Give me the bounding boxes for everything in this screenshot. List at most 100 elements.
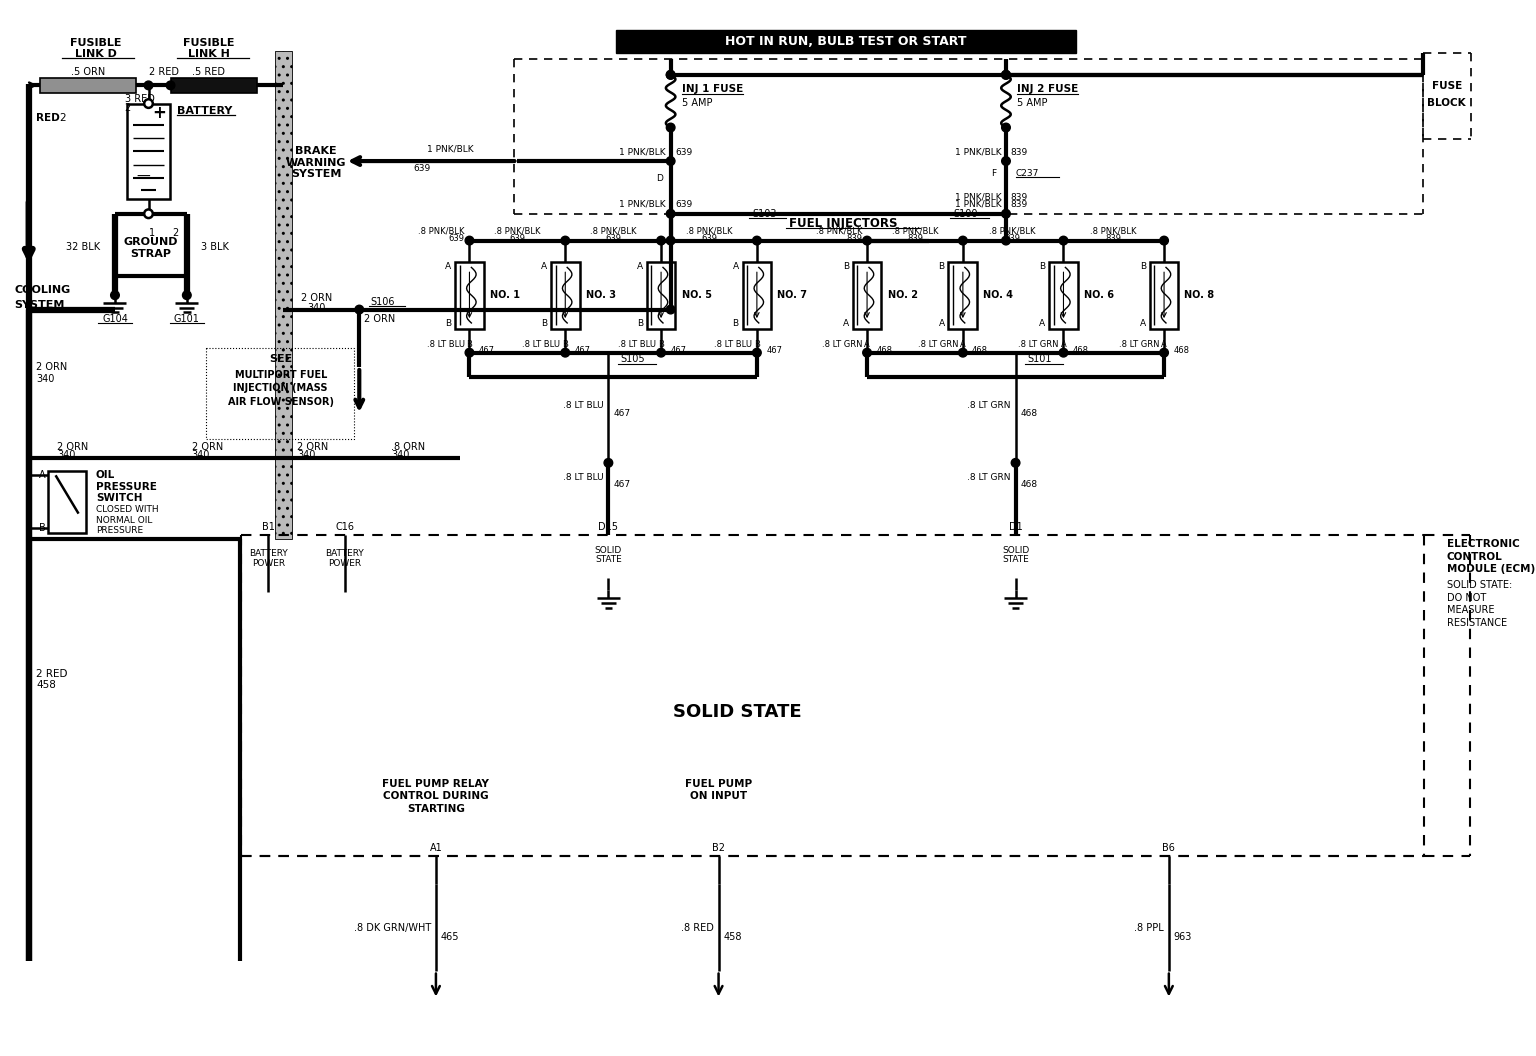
- Circle shape: [667, 237, 674, 245]
- Text: NO. 5: NO. 5: [682, 290, 711, 300]
- Text: SOLID: SOLID: [594, 546, 622, 554]
- Text: A: A: [1040, 319, 1046, 328]
- Text: .8 LT GRN: .8 LT GRN: [917, 340, 958, 348]
- Circle shape: [667, 71, 674, 79]
- Text: 458: 458: [37, 680, 57, 691]
- Text: .8 LT BLU: .8 LT BLU: [714, 340, 753, 348]
- Text: .8 LT BLU: .8 LT BLU: [564, 401, 604, 410]
- Text: 468: 468: [1020, 480, 1037, 489]
- Bar: [616, 30, 1075, 53]
- Circle shape: [753, 348, 762, 357]
- Circle shape: [1001, 71, 1011, 79]
- Text: 639: 639: [676, 148, 693, 157]
- Text: STATE: STATE: [594, 555, 622, 564]
- Circle shape: [166, 81, 175, 90]
- Text: SOLID STATE:: SOLID STATE:: [1447, 581, 1511, 590]
- Circle shape: [1060, 348, 1068, 357]
- Text: 839: 839: [1005, 234, 1021, 243]
- Circle shape: [144, 81, 152, 90]
- Text: .8 LT GRN: .8 LT GRN: [822, 340, 862, 348]
- Text: SYSTEM: SYSTEM: [290, 169, 341, 180]
- Circle shape: [355, 305, 364, 314]
- Text: MULTIPORT FUEL: MULTIPORT FUEL: [235, 370, 327, 380]
- Text: CONTROL: CONTROL: [1447, 551, 1502, 562]
- Text: GROUND: GROUND: [123, 238, 178, 247]
- Bar: [127, 103, 169, 200]
- Text: 839: 839: [1106, 234, 1121, 243]
- Circle shape: [657, 237, 665, 245]
- Text: A: A: [865, 340, 869, 348]
- Text: BATTERY: BATTERY: [249, 549, 287, 559]
- Text: .8 LT BLU: .8 LT BLU: [522, 340, 561, 348]
- Text: CLOSED WITH: CLOSED WITH: [95, 506, 158, 514]
- Text: .8 RED: .8 RED: [680, 923, 714, 932]
- Circle shape: [1011, 458, 1020, 467]
- Text: RED: RED: [37, 113, 60, 122]
- Bar: [170, 78, 257, 93]
- Text: 2 ORN: 2 ORN: [296, 441, 329, 452]
- Text: INJECTION (MASS: INJECTION (MASS: [233, 383, 329, 393]
- Text: 2 ORN: 2 ORN: [301, 294, 332, 303]
- Circle shape: [667, 209, 674, 218]
- Circle shape: [657, 348, 665, 357]
- Text: A: A: [1060, 340, 1066, 348]
- Circle shape: [604, 458, 613, 467]
- Text: FUSIBLE: FUSIBLE: [183, 38, 235, 49]
- Text: BATTERY: BATTERY: [177, 107, 232, 116]
- Text: DO NOT: DO NOT: [1447, 592, 1485, 603]
- Text: .8 PPL: .8 PPL: [1134, 923, 1164, 932]
- Text: .5 RED: .5 RED: [192, 67, 226, 77]
- Text: MODULE (ECM): MODULE (ECM): [1447, 564, 1534, 574]
- Circle shape: [465, 348, 473, 357]
- Text: 2 ORN: 2 ORN: [37, 362, 68, 372]
- Text: HOT IN RUN, BULB TEST OR START: HOT IN RUN, BULB TEST OR START: [725, 35, 966, 48]
- Text: 3 BLK: 3 BLK: [201, 242, 229, 252]
- Text: B: B: [562, 340, 568, 348]
- Circle shape: [1001, 209, 1011, 218]
- Bar: [1149, 262, 1178, 328]
- Text: B: B: [40, 523, 46, 533]
- Text: C16: C16: [335, 522, 355, 532]
- Text: .8 PNK/BLK: .8 PNK/BLK: [816, 226, 862, 235]
- Text: ON INPUT: ON INPUT: [690, 791, 746, 802]
- Text: A: A: [960, 340, 966, 348]
- Text: 465: 465: [441, 932, 459, 942]
- Text: 2 ORN: 2 ORN: [57, 441, 89, 452]
- Text: MEASURE: MEASURE: [1447, 605, 1495, 616]
- Text: 468: 468: [1072, 346, 1089, 355]
- Circle shape: [667, 71, 674, 79]
- Text: 467: 467: [574, 346, 590, 355]
- Text: A: A: [733, 262, 739, 271]
- Text: 963: 963: [1174, 932, 1192, 942]
- Text: 5 AMP: 5 AMP: [1017, 97, 1048, 108]
- Text: .8 LT GRN: .8 LT GRN: [1118, 340, 1160, 348]
- Text: 639: 639: [605, 234, 621, 243]
- Text: A: A: [843, 319, 849, 328]
- Bar: [40, 78, 137, 93]
- Text: B: B: [1140, 262, 1146, 271]
- Text: 1 PNK/BLK: 1 PNK/BLK: [619, 200, 667, 209]
- Text: SWITCH: SWITCH: [95, 493, 143, 504]
- Text: 340: 340: [390, 450, 409, 460]
- Text: 340: 340: [307, 303, 326, 313]
- Text: A: A: [40, 470, 46, 480]
- Text: A: A: [1140, 319, 1146, 328]
- Text: 1 PNK/BLK: 1 PNK/BLK: [427, 144, 473, 153]
- Text: B: B: [843, 262, 849, 271]
- Text: .8 PNK/BLK: .8 PNK/BLK: [989, 226, 1035, 235]
- Text: .8 ORN: .8 ORN: [390, 441, 425, 452]
- Circle shape: [465, 237, 473, 245]
- Text: 468: 468: [1174, 346, 1189, 355]
- Text: 1 PNK/BLK: 1 PNK/BLK: [954, 200, 1001, 209]
- Text: NO. 8: NO. 8: [1184, 290, 1215, 300]
- Text: B: B: [938, 262, 945, 271]
- Text: .8 LT BLU: .8 LT BLU: [619, 340, 656, 348]
- Bar: [1049, 262, 1078, 328]
- Text: 468: 468: [1020, 409, 1037, 417]
- Circle shape: [1160, 348, 1169, 357]
- Text: NO. 6: NO. 6: [1084, 290, 1114, 300]
- Text: FUEL INJECTORS: FUEL INJECTORS: [790, 216, 897, 230]
- Text: 1 PNK/BLK: 1 PNK/BLK: [954, 148, 1001, 157]
- Text: SEE: SEE: [269, 355, 292, 364]
- Text: FUEL PUMP: FUEL PUMP: [685, 779, 753, 789]
